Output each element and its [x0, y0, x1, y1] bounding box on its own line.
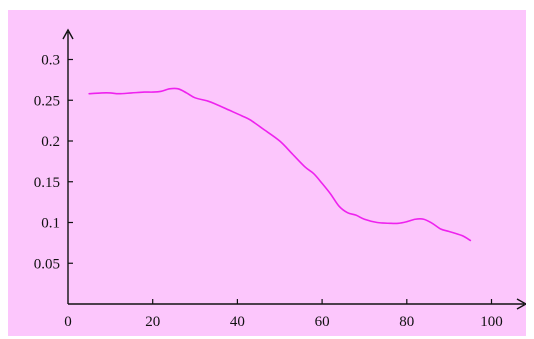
line-chart: 0 20 40 60 80 100 0.05 0.1 0.15 0.2 0.25 0.3: [34, 28, 526, 331]
y-tick-label: 0.1: [41, 216, 60, 232]
x-tick-label: 0: [64, 314, 72, 330]
series-lines: [88, 87, 472, 242]
y-tick-label: 0.15: [34, 175, 60, 191]
chart-panel: 0 20 40 60 80 100 0.05 0.1 0.15 0.2 0.25 0.3: [8, 10, 526, 336]
x-tick-label: 60: [315, 314, 330, 330]
y-tick-label: 0.25: [34, 93, 60, 109]
y-axis-arrow-icon: [62, 28, 74, 40]
x-tick-label: 20: [145, 314, 160, 330]
tick-labels: 0 20 40 60 80 100 0.05 0.1 0.15 0.2 0.25 0.3: [34, 53, 503, 331]
y-tick-label: 0.3: [41, 53, 60, 69]
x-tick-label: 40: [230, 314, 245, 330]
x-tick-label: 80: [399, 314, 414, 330]
series-line: [88, 87, 472, 242]
axes: [62, 28, 526, 310]
x-tick-label: 100: [480, 314, 503, 330]
y-tick-label: 0.05: [34, 256, 60, 272]
x-axis-arrow-icon: [516, 298, 526, 310]
y-tick-label: 0.2: [41, 134, 60, 150]
